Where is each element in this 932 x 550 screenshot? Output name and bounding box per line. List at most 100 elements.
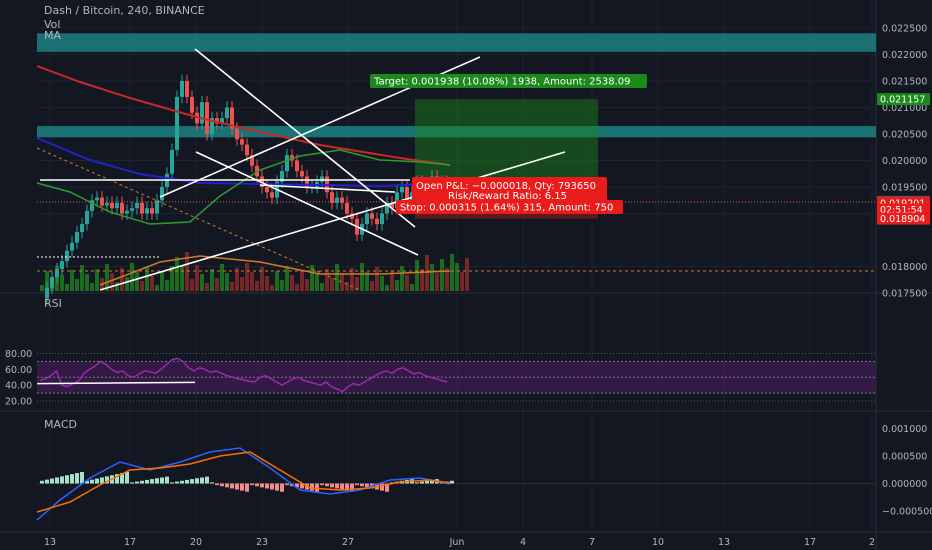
candle-body (115, 202, 119, 209)
volume-bar (380, 276, 384, 291)
candle-body (55, 269, 59, 278)
macd-line (36, 447, 451, 521)
volume-bar (225, 273, 229, 291)
candle-body (170, 149, 174, 174)
candle-body (300, 171, 304, 177)
candle-body (185, 81, 189, 97)
macd-axis-label: 0.000500 (882, 452, 927, 463)
macd-histogram-bar (215, 483, 219, 486)
open-pl-label: Open P&L: −0.000018, Qty: 793650 (416, 181, 596, 192)
macd-histogram-bar (310, 483, 314, 491)
macd-histogram-bar (280, 483, 284, 492)
price-axis-label: 0.020000 (882, 156, 927, 167)
volume-bar (175, 257, 179, 291)
volume-bar (390, 271, 394, 291)
candle-body (245, 144, 249, 156)
macd-histogram-bar (115, 474, 119, 484)
macd-histogram-bar (295, 483, 299, 488)
macd-histogram-bar (85, 480, 89, 484)
volume-bar (325, 269, 329, 291)
macd-histogram-bar (205, 476, 209, 484)
price-badge-box (877, 203, 930, 216)
macd-histogram-bar (95, 478, 99, 484)
volume-bar (65, 284, 69, 291)
candle-body (205, 102, 209, 134)
volume-bar (85, 274, 89, 291)
macd-histogram-bar (125, 471, 129, 484)
candle-body (95, 197, 99, 201)
volume-bar (270, 285, 274, 291)
candle-body (260, 176, 264, 187)
candle-body (230, 107, 234, 129)
candle-body (330, 192, 334, 203)
volume-bar (365, 272, 369, 291)
candle-body (250, 155, 254, 166)
macd-histogram-bar (160, 477, 164, 484)
volume-bar (115, 282, 119, 291)
candle-body (135, 202, 139, 209)
macd-histogram-bar (200, 477, 204, 484)
volume-bar (220, 264, 224, 291)
candle-body (125, 210, 129, 214)
price-badge: 02:51:54 (880, 205, 923, 216)
macd-histogram-bar (170, 482, 174, 484)
macd-histogram-bar (350, 483, 354, 492)
target-label-box (370, 74, 647, 88)
volume-bar (255, 281, 259, 291)
volume-bar (340, 273, 344, 291)
candle-body (240, 139, 244, 145)
macd-histogram-bar (265, 483, 269, 489)
macd-histogram-bar (340, 483, 344, 490)
candle-body (380, 213, 384, 225)
symbol-title: Dash / Bitcoin, 240, BINANCE (44, 4, 205, 17)
candle-body (375, 218, 379, 225)
candle-body (140, 202, 144, 214)
candle-body (200, 102, 204, 124)
volume-bar (180, 266, 184, 291)
volume-bar (110, 273, 114, 291)
macd-histogram-bar (365, 483, 369, 488)
price-axis-label: 0.022000 (882, 50, 927, 61)
volume-bar (70, 270, 74, 291)
time-axis-label: 10 (652, 537, 664, 548)
volume-bar (60, 275, 64, 291)
volume-bar (125, 277, 129, 291)
candle-body (60, 261, 64, 270)
price-axis-label: 0.022500 (882, 24, 927, 35)
volume-bar (245, 263, 249, 291)
candle-body (70, 242, 74, 251)
price-axis-label: 0.017500 (882, 289, 927, 300)
macd-histogram-bar (450, 480, 454, 484)
candle-body (340, 197, 344, 203)
candle-body (110, 202, 114, 209)
macd-signal-line (36, 451, 451, 513)
price-axis-label: 0.020500 (882, 130, 927, 141)
volume-bar (165, 280, 169, 291)
volume-bar (330, 278, 334, 291)
time-axis-label: 17 (124, 537, 136, 548)
volume-bar (450, 254, 454, 291)
candle-body (225, 107, 229, 119)
candle-body (335, 197, 339, 203)
macd-histogram-bar (65, 475, 69, 484)
volume-bar (120, 268, 124, 291)
open-pl-box (412, 177, 607, 201)
candle-body (150, 208, 154, 214)
volume-bar (160, 271, 164, 291)
candle-body (290, 155, 294, 161)
trend-line (195, 151, 419, 256)
candle-body (350, 213, 354, 219)
rsi-axis-label: 40.00 (5, 381, 32, 392)
candle-body (365, 213, 369, 225)
volume-bar (130, 263, 134, 291)
volume-bar (295, 284, 299, 291)
candle-body (235, 128, 239, 140)
macd-histogram-bar (40, 480, 44, 484)
macd-histogram-bar (60, 476, 64, 484)
candle-body (75, 232, 79, 243)
macd-histogram-bar (80, 471, 84, 484)
macd-histogram-bar (155, 478, 159, 484)
candle-body (220, 118, 224, 124)
macd-histogram-bar (45, 479, 49, 484)
